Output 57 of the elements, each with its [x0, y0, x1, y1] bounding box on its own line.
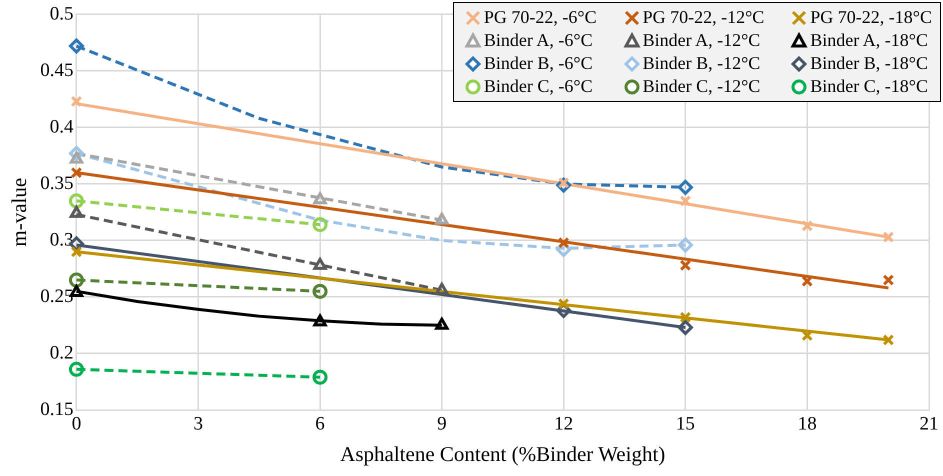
point: [70, 152, 84, 164]
point: [70, 206, 84, 218]
point: [678, 180, 693, 195]
legend-label: Binder C, -12°C: [642, 76, 760, 98]
point: [558, 298, 570, 310]
y-tick-label: 0.2: [50, 342, 74, 364]
y-axis-title: m-value: [7, 178, 32, 247]
legend-label: Binder A, -6°C: [484, 30, 593, 52]
legend-label: Binder B, -12°C: [642, 53, 760, 74]
point: [70, 246, 82, 258]
point: [312, 284, 328, 299]
point: [680, 195, 692, 207]
y-tick-label: 0.35: [40, 172, 74, 194]
point: [312, 370, 328, 385]
x-tick-label: 12: [554, 413, 574, 434]
x-tick-label: 3: [193, 413, 203, 434]
point: [435, 282, 449, 295]
x-axis-title: Asphaltene Content (%Binder Weight): [340, 442, 666, 466]
x-tick-label: 0: [72, 413, 82, 434]
y-tick-label: 0.25: [40, 286, 74, 307]
point: [68, 362, 84, 377]
point: [801, 220, 813, 232]
x-tick-label: 6: [315, 413, 325, 434]
x-tick-label: 21: [920, 413, 938, 434]
y-tick-label: 0.4: [50, 116, 74, 138]
legend-label: Binder B, -18°C: [810, 53, 928, 74]
legend-label: PG 70-22, -6°C: [484, 7, 597, 28]
y-tick-label: 0.45: [40, 60, 74, 81]
point: [313, 258, 327, 270]
point: [678, 237, 693, 252]
point: [680, 260, 692, 272]
point: [882, 274, 894, 286]
point: [882, 231, 894, 243]
x-tick-label: 18: [798, 413, 817, 434]
point: [558, 236, 570, 248]
point: [435, 318, 449, 330]
legend-label: Binder B, -6°C: [484, 53, 593, 74]
legend-label: Binder A, -18°C: [810, 30, 928, 52]
point: [312, 217, 328, 232]
legend-label: Binder A, -12°C: [642, 30, 760, 52]
point: [435, 212, 449, 225]
point: [313, 314, 327, 326]
x-tick-label: 9: [437, 413, 447, 434]
point: [68, 193, 84, 208]
legend-label: Binder C, -6°C: [484, 76, 593, 98]
point: [68, 272, 84, 288]
legend-label: PG 70-22, -18°C: [810, 7, 932, 28]
x-tick-label: 15: [676, 413, 695, 434]
legend-label: PG 70-22, -12°C: [642, 7, 764, 28]
y-tick-label: 0.15: [40, 398, 74, 420]
legend-label: Binder C, -18°C: [810, 76, 928, 98]
point: [680, 312, 692, 324]
point: [882, 334, 894, 346]
point: [678, 320, 693, 335]
point: [68, 38, 84, 54]
point: [313, 192, 327, 204]
y-tick-label: 0.5: [50, 3, 74, 24]
